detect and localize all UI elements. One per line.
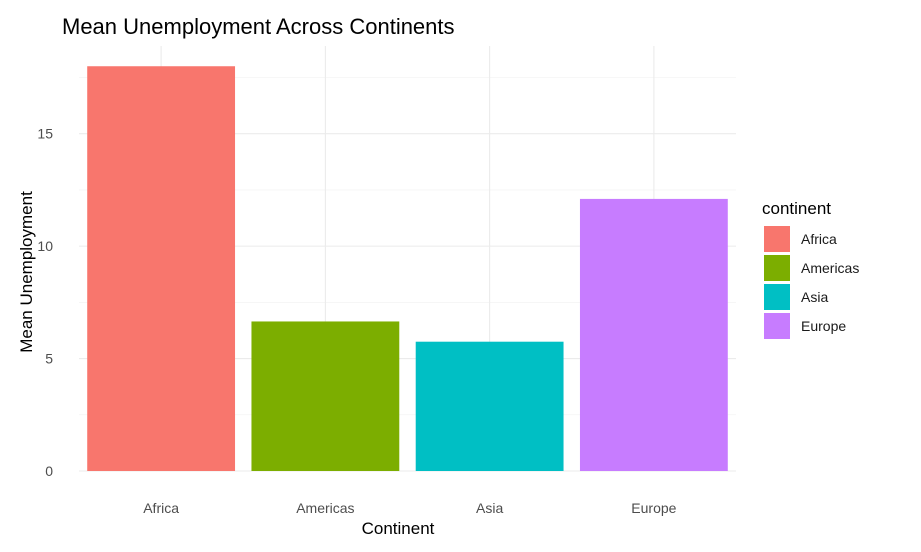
legend-title: continent <box>762 199 831 218</box>
legend-label: Europe <box>801 318 846 334</box>
legend-key-americas <box>764 255 790 281</box>
y-tick-label: 15 <box>37 126 53 142</box>
legend-label: Asia <box>801 289 828 305</box>
x-axis-title: Continent <box>362 519 435 538</box>
bar-africa <box>87 66 236 471</box>
x-axis-ticks: Africa Americas Asia Europe <box>143 500 676 516</box>
bars <box>87 66 728 472</box>
legend: continent Africa Americas Asia Europe <box>762 199 859 339</box>
y-axis-title: Mean Unemployment <box>17 191 36 353</box>
bar-asia <box>415 341 564 471</box>
legend-label: Africa <box>801 231 837 247</box>
legend-key-africa <box>764 226 790 252</box>
legend-key-asia <box>764 284 790 310</box>
x-tick-label: Americas <box>296 500 354 516</box>
y-axis-ticks: 0 5 10 15 <box>37 126 53 479</box>
legend-label: Americas <box>801 260 859 276</box>
bar-americas <box>251 321 400 471</box>
x-tick-label: Europe <box>631 500 676 516</box>
chart-title: Mean Unemployment Across Continents <box>62 14 455 39</box>
y-tick-label: 0 <box>45 463 53 479</box>
x-tick-label: Asia <box>476 500 503 516</box>
legend-key-europe <box>764 313 790 339</box>
y-tick-label: 5 <box>45 351 53 367</box>
x-tick-label: Africa <box>143 500 179 516</box>
y-tick-label: 10 <box>37 238 53 254</box>
bar-europe <box>579 198 728 472</box>
